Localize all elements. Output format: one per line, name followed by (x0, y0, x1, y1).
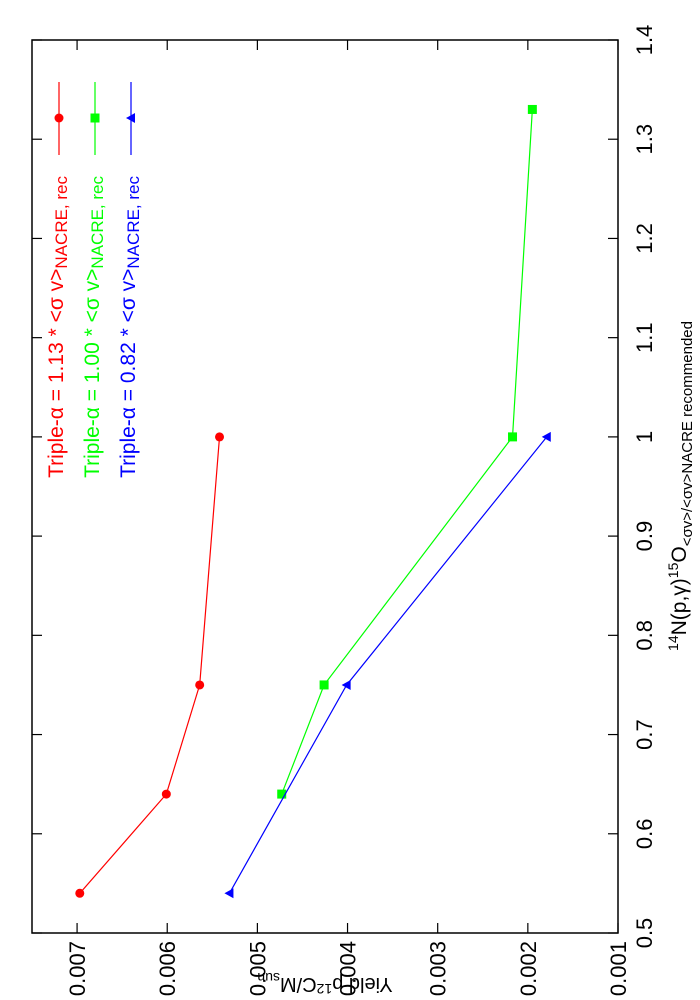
y-axis-label-mid: C/M (280, 973, 317, 995)
data-point (527, 104, 537, 114)
legend-marker (126, 113, 135, 123)
data-point (341, 679, 351, 690)
legend-label-sub: NACRE, rec (124, 176, 143, 269)
legend-label: Triple-α = 0.82 * <σ v>NACRE, rec (117, 176, 143, 478)
data-point (277, 789, 287, 799)
legend-entry-3: Triple-α = 0.82 * <σ v>NACRE, rec (117, 82, 143, 478)
y-axis-label-sup: 12 (316, 981, 332, 997)
y-tick-label: 0.003 (426, 941, 451, 996)
x-tick-label: 1 (632, 431, 657, 443)
x-axis-label-sub: <σv>/<σv>NACRE recommended (679, 321, 696, 546)
series-line (281, 109, 533, 795)
x-axis-label: 14N(p,γ)15O<σv>/<σv>NACRE recommended (665, 321, 696, 651)
x-tick-label: 1.4 (632, 25, 657, 56)
legend-label-main: Triple-α = 1.00 * <σ v> (81, 269, 104, 478)
y-axis-label-main: Yield p (332, 973, 392, 995)
x-tick-label: 1.2 (632, 223, 657, 254)
ticks (32, 39, 619, 934)
y-axis-label: Yield p12C/Msun (257, 970, 392, 997)
data-point (161, 789, 171, 799)
tick-labels: 0.5 0.6 0.7 0.8 0.9 1 1.1 1.2 1.3 1.4 0.001 0.002 0.… (65, 25, 657, 996)
series-3 (224, 431, 551, 899)
data-point (75, 888, 85, 898)
legend-marker (54, 113, 64, 123)
y-tick-label: 0.005 (245, 941, 270, 996)
legend-entry-1: Triple-α = 1.13 * <σ v>NACRE, rec (45, 82, 71, 478)
data-point (319, 680, 329, 690)
legend-label-main: Triple-α = 1.13 * <σ v> (45, 269, 68, 478)
x-tick-label: 0.6 (632, 818, 657, 849)
x-axis-label-midsup: 15 (665, 562, 681, 578)
y-tick-label: 0.007 (65, 941, 90, 996)
y-tick-label: 0.002 (516, 941, 541, 996)
legend-label-sub: NACRE, rec (88, 176, 107, 269)
series-2 (277, 104, 537, 799)
legend-label-sub: NACRE, rec (52, 176, 71, 269)
x-tick-label: 0.7 (632, 719, 657, 750)
y-tick-label: 0.006 (155, 941, 180, 996)
y-tick-label: 0.001 (606, 941, 631, 996)
data-point (541, 431, 551, 442)
data-point (195, 680, 205, 690)
series-layer (75, 104, 551, 899)
x-tick-label: 1.3 (632, 124, 657, 155)
legend-label: Triple-α = 1.13 * <σ v>NACRE, rec (45, 176, 71, 478)
y-tick-label: 0.004 (336, 941, 361, 996)
data-point (508, 432, 518, 442)
x-tick-label: 0.9 (632, 521, 657, 552)
x-axis-label-tail: O (668, 546, 691, 562)
data-point (224, 888, 234, 899)
data-point (215, 432, 225, 442)
x-tick-label: 1.1 (632, 322, 657, 353)
legend-marker (90, 113, 100, 123)
plot-frame (31, 39, 619, 934)
series-line (228, 436, 548, 894)
x-axis-label-base: N(p,γ) (668, 578, 691, 635)
series-line (79, 436, 221, 894)
x-tick-label: 0.8 (632, 620, 657, 651)
x-tick-label: 0.5 (632, 918, 657, 949)
series-1 (75, 432, 225, 898)
x-axis-label-presup: 14 (665, 635, 681, 651)
legend-label: Triple-α = 1.00 * <σ v>NACRE, rec (81, 176, 107, 478)
legend-entry-2: Triple-α = 1.00 * <σ v>NACRE, rec (81, 82, 107, 478)
legend-label-main: Triple-α = 0.82 * <σ v> (117, 269, 140, 478)
legend: Triple-α = 1.13 * <σ v>NACRE, recTriple-… (45, 82, 143, 478)
y-axis-label-sub: sun (257, 970, 280, 986)
